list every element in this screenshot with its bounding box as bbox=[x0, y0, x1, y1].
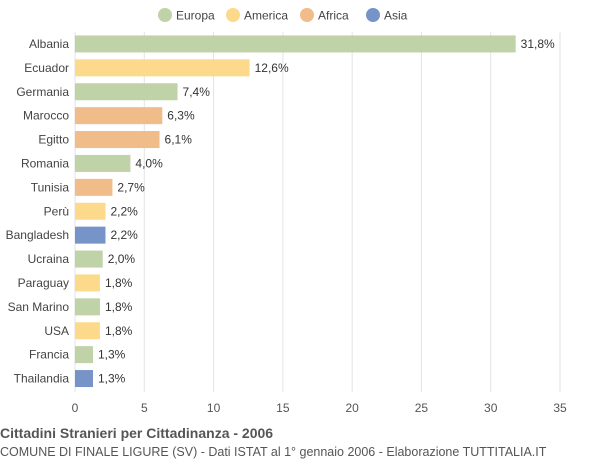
category-label: Thailandia bbox=[14, 372, 70, 386]
x-tick-label: 30 bbox=[484, 401, 498, 415]
value-label: 2,7% bbox=[117, 180, 145, 194]
legend-label: Europa bbox=[176, 9, 215, 23]
category-label: Egitto bbox=[38, 133, 69, 147]
value-label: 12,6% bbox=[255, 61, 289, 75]
x-tick-label: 35 bbox=[553, 401, 567, 415]
bar bbox=[75, 178, 113, 196]
chart-title: Cittadini Stranieri per Cittadinanza - 2… bbox=[0, 425, 274, 441]
bar bbox=[75, 83, 178, 101]
category-label: Ucraina bbox=[28, 252, 70, 266]
chart-subtitle: COMUNE DI FINALE LIGURE (SV) - Dati ISTA… bbox=[0, 445, 547, 459]
value-label: 1,3% bbox=[98, 372, 126, 386]
bar bbox=[75, 131, 160, 149]
x-tick-label: 20 bbox=[345, 401, 359, 415]
x-tick-label: 10 bbox=[207, 401, 221, 415]
category-label: Bangladesh bbox=[6, 228, 69, 242]
bar-chart: 0 5 10 15 20 25 30 35 Albania 31,8% Ecuador 12,6% Ge… bbox=[6, 8, 567, 415]
legend-label: Africa bbox=[318, 9, 349, 23]
x-tick-label: 15 bbox=[276, 401, 290, 415]
category-label: San Marino bbox=[8, 300, 70, 314]
category-label: Paraguay bbox=[18, 276, 69, 290]
category-label: USA bbox=[44, 324, 69, 338]
legend-swatch bbox=[366, 8, 380, 22]
bar bbox=[75, 370, 94, 388]
bar bbox=[75, 154, 131, 172]
value-label: 2,2% bbox=[110, 228, 138, 242]
value-label: 1,8% bbox=[105, 324, 133, 338]
value-label: 6,1% bbox=[165, 133, 193, 147]
bar bbox=[75, 322, 100, 340]
value-label: 1,8% bbox=[105, 300, 133, 314]
value-label: 4,0% bbox=[135, 156, 163, 170]
category-label: Ecuador bbox=[24, 61, 69, 75]
category-label: Albania bbox=[29, 37, 69, 51]
value-label: 7,4% bbox=[183, 85, 211, 99]
bar bbox=[75, 298, 100, 316]
category-label: Tunisia bbox=[31, 180, 70, 194]
bar bbox=[75, 202, 106, 220]
x-tick-label: 0 bbox=[72, 401, 79, 415]
legend-label: America bbox=[244, 9, 288, 23]
category-label: Germania bbox=[16, 85, 69, 99]
x-tick-label: 25 bbox=[415, 401, 429, 415]
category-label: Marocco bbox=[23, 109, 69, 123]
bar bbox=[75, 226, 106, 244]
bar bbox=[75, 346, 94, 364]
bar bbox=[75, 59, 250, 77]
value-label: 2,2% bbox=[110, 204, 138, 218]
bar bbox=[75, 274, 100, 292]
bar bbox=[75, 107, 163, 125]
category-label: Francia bbox=[29, 348, 69, 362]
legend-label: Asia bbox=[384, 9, 408, 23]
value-label: 2,0% bbox=[108, 252, 136, 266]
value-label: 1,8% bbox=[105, 276, 133, 290]
bar bbox=[75, 250, 103, 268]
value-label: 31,8% bbox=[521, 37, 555, 51]
legend-swatch bbox=[158, 8, 172, 22]
value-label: 1,3% bbox=[98, 348, 126, 362]
x-tick-label: 5 bbox=[141, 401, 148, 415]
legend-swatch bbox=[226, 8, 240, 22]
legend-swatch bbox=[300, 8, 314, 22]
category-label: Perù bbox=[44, 204, 69, 218]
bar bbox=[75, 35, 516, 53]
category-label: Romania bbox=[21, 156, 69, 170]
value-label: 6,3% bbox=[167, 109, 195, 123]
